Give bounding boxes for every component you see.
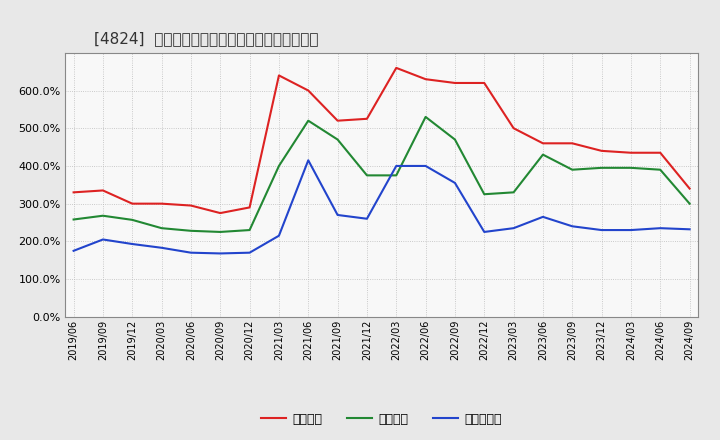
流動比率	[128, 201, 137, 206]
流動比率	[539, 141, 547, 146]
当座比率	[480, 191, 489, 197]
現頲金比率	[246, 250, 254, 255]
流動比率	[186, 203, 195, 208]
現頲金比率	[128, 242, 137, 247]
Line: 流動比率: 流動比率	[73, 68, 690, 213]
流動比率	[421, 77, 430, 82]
現頲金比率	[216, 251, 225, 256]
当座比率	[392, 173, 400, 178]
現頲金比率	[186, 250, 195, 255]
現頲金比率	[509, 226, 518, 231]
Line: 現頲金比率: 現頲金比率	[73, 160, 690, 253]
当座比率	[69, 217, 78, 222]
流動比率	[568, 141, 577, 146]
現頲金比率	[333, 213, 342, 218]
現頲金比率	[568, 224, 577, 229]
当座比率	[216, 229, 225, 235]
現頲金比率	[157, 245, 166, 250]
現頲金比率	[451, 180, 459, 186]
当座比率	[568, 167, 577, 172]
当座比率	[685, 201, 694, 206]
当座比率	[509, 190, 518, 195]
流動比率	[480, 81, 489, 86]
現頲金比率	[685, 227, 694, 232]
流動比率	[598, 148, 606, 154]
流動比率	[304, 88, 312, 93]
流動比率	[392, 65, 400, 70]
当座比率	[274, 163, 283, 169]
流動比率	[246, 205, 254, 210]
流動比率	[99, 188, 107, 193]
流動比率	[626, 150, 635, 155]
当座比率	[333, 137, 342, 142]
現頲金比率	[626, 227, 635, 233]
当座比率	[304, 118, 312, 123]
Line: 当座比率: 当座比率	[73, 117, 690, 232]
当座比率	[128, 217, 137, 223]
流動比率	[656, 150, 665, 155]
流動比率	[157, 201, 166, 206]
流動比率	[333, 118, 342, 123]
Legend: 流動比率, 当座比率, 現頲金比率: 流動比率, 当座比率, 現頲金比率	[256, 407, 507, 430]
現頲金比率	[656, 226, 665, 231]
現頲金比率	[304, 158, 312, 163]
現頲金比率	[480, 229, 489, 235]
当座比率	[626, 165, 635, 170]
流動比率	[274, 73, 283, 78]
当座比率	[246, 227, 254, 233]
現頲金比率	[99, 237, 107, 242]
当座比率	[656, 167, 665, 172]
流動比率	[363, 116, 372, 121]
当座比率	[539, 152, 547, 157]
流動比率	[509, 125, 518, 131]
当座比率	[598, 165, 606, 170]
当座比率	[157, 226, 166, 231]
現頲金比率	[539, 214, 547, 220]
当座比率	[421, 114, 430, 120]
流動比率	[216, 210, 225, 216]
現頲金比率	[421, 163, 430, 169]
現頲金比率	[69, 248, 78, 253]
当座比率	[451, 137, 459, 142]
当座比率	[363, 173, 372, 178]
流動比率	[69, 190, 78, 195]
現頲金比率	[363, 216, 372, 221]
現頲金比率	[274, 233, 283, 238]
現頲金比率	[392, 163, 400, 169]
当座比率	[99, 213, 107, 218]
流動比率	[451, 81, 459, 86]
Text: [4824]  流動比率、当座比率、現頲金比率の推移: [4824] 流動比率、当座比率、現頲金比率の推移	[94, 31, 318, 46]
流動比率	[685, 186, 694, 191]
現頲金比率	[598, 227, 606, 233]
当座比率	[186, 228, 195, 234]
